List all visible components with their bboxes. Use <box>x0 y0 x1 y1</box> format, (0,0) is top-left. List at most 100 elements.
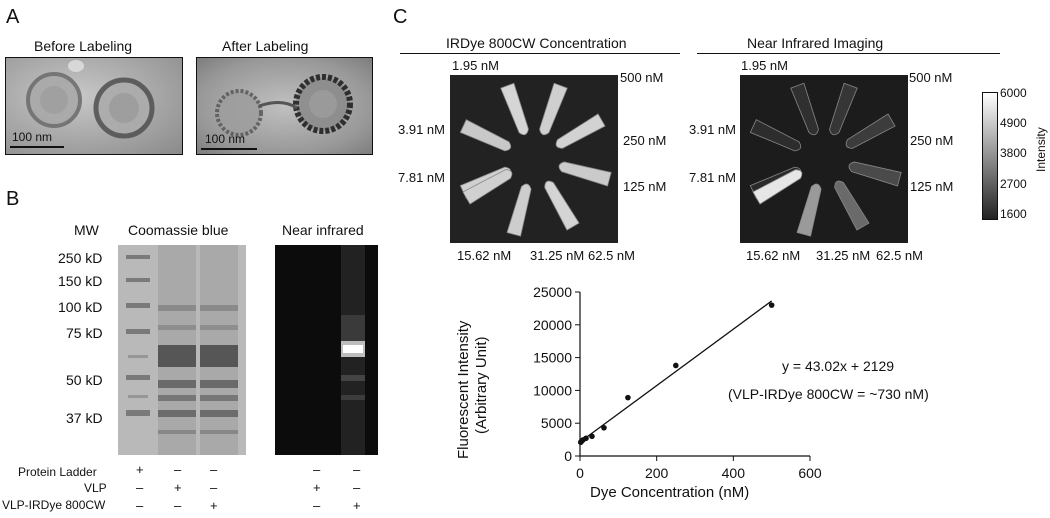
data-point <box>589 433 595 440</box>
tube-6 <box>848 161 902 187</box>
y-tick-label: 20000 <box>533 317 572 333</box>
colorbar-tick-1600: 1600 <box>1000 207 1027 221</box>
chart-annotation-equation: y = 43.02x + 2129 <box>782 358 895 374</box>
scale-label-before: 100 nm <box>12 130 53 144</box>
mw-header: MW <box>74 222 99 238</box>
scale-label-after: 100 nm <box>205 132 246 146</box>
colorbar-tick-4900: 4900 <box>1000 116 1027 130</box>
data-point <box>673 362 679 369</box>
conc-label-left-31-25: 31.25 nM <box>530 248 585 263</box>
tube-8 <box>506 183 532 237</box>
after-labeling-title: After Labeling <box>222 38 309 54</box>
tube-5 <box>845 113 896 149</box>
sign-ladder-lane1: + <box>136 462 144 477</box>
tube-7 <box>834 180 870 231</box>
title-rule-right <box>697 53 1000 54</box>
conc-label-left-250: 250 nM <box>623 133 667 148</box>
tube-4 <box>829 82 858 136</box>
conc-label-right-15-62: 15.62 nM <box>746 248 801 263</box>
panel-c-letter: C <box>393 6 408 28</box>
colorbar-label: Intensity <box>1034 127 1048 172</box>
y-tick-label: 5000 <box>541 415 572 431</box>
tube-9 <box>462 169 513 205</box>
tube-radial-nir <box>749 82 902 237</box>
title-rule-left <box>400 53 680 54</box>
y-tick-label: 10000 <box>533 382 572 398</box>
data-point <box>583 435 589 442</box>
sign-nir-irdye-lane2: + <box>353 498 361 513</box>
x-tick-label: 600 <box>798 465 822 481</box>
coomassie-title: Coomassie blue <box>128 222 229 238</box>
tube-5 <box>555 113 606 149</box>
conc-label-right-7-81: 7.81 nM <box>689 170 736 185</box>
near-infrared-title: Near infrared <box>282 222 364 238</box>
condition-label-vlp-irdye: VLP-IRDye 800CW <box>2 498 106 512</box>
conc-label-right-3-91: 3.91 nM <box>689 122 736 137</box>
tube-3 <box>500 82 529 136</box>
data-point <box>768 302 775 308</box>
sign-vlp-lane1: – <box>136 480 144 495</box>
conc-label-right-31-25: 31.25 nM <box>816 248 871 263</box>
conc-label-right-1-95: 1.95 nM <box>741 58 788 73</box>
colorbar-tick-3800: 3800 <box>1000 146 1027 160</box>
coomassie-gel-bands <box>126 245 238 455</box>
panel-a-letter: A <box>6 6 20 28</box>
sign-irdye-lane1: – <box>136 498 144 513</box>
tube-3 <box>790 82 819 136</box>
near-infrared-gel <box>275 245 378 455</box>
data-point <box>625 394 631 401</box>
sign-irdye-lane3: + <box>210 498 218 513</box>
tube-group-visible <box>459 82 612 237</box>
sign-nir-vlp-lane2: – <box>353 480 361 495</box>
mw-marker-150: 150 kD <box>58 273 103 289</box>
sign-nir-vlp-lane1: + <box>313 480 321 495</box>
mw-marker-37: 37 kD <box>66 410 103 426</box>
conc-label-right-125: 125 nM <box>910 179 954 194</box>
scale-bar-after <box>201 148 257 150</box>
conc-label-right-62-5: 62.5 nM <box>876 248 923 263</box>
near-infrared-gel-bands <box>341 245 365 455</box>
y-tick-label: 15000 <box>533 350 572 366</box>
conc-label-left-125: 125 nM <box>623 179 667 194</box>
tube-radial-visible <box>459 82 612 237</box>
sign-irdye-lane2: – <box>174 498 182 513</box>
tube-group-nir <box>749 82 902 237</box>
colorbar-tick-2700: 2700 <box>1000 177 1027 191</box>
scale-bar-before <box>10 146 64 148</box>
conc-label-right-500: 500 nM <box>909 70 953 85</box>
tube-4 <box>539 82 568 136</box>
sign-vlp-lane3: – <box>210 480 218 495</box>
tube-7 <box>544 180 580 231</box>
em-after-particles <box>215 74 353 137</box>
condition-label-vlp: VLP <box>84 481 107 495</box>
data-point <box>601 424 607 431</box>
mw-marker-250: 250 kD <box>58 250 103 266</box>
conc-label-left-1-95: 1.95 nM <box>452 58 499 73</box>
sign-vlp-lane2: + <box>174 480 182 495</box>
chart-ylabel-line2: (Arbitrary Unit) <box>473 336 490 434</box>
coomassie-gel <box>118 245 246 455</box>
x-tick-label: 200 <box>645 465 669 481</box>
sign-ladder-lane2: – <box>174 462 182 477</box>
chart-annotation-note: (VLP-IRDye 800CW = ~730 nM) <box>728 386 929 402</box>
tube-8 <box>796 183 822 237</box>
x-tick-label: 400 <box>722 465 746 481</box>
tube-2 <box>459 119 512 152</box>
near-infrared-imaging-title: Near Infrared Imaging <box>747 35 884 51</box>
sign-nir-irdye-lane1: – <box>313 498 321 513</box>
em-image-after: 100 nm <box>196 57 373 155</box>
before-labeling-title: Before Labeling <box>34 38 133 54</box>
chart-xlabel: Dye Concentration (nM) <box>590 484 750 501</box>
sign-ladder-lane3: – <box>210 462 218 477</box>
intensity-colorbar <box>982 92 998 220</box>
calibration-chart-svg: 0 5000 10000 15000 20000 25000 0 200 400 600 <box>533 284 822 481</box>
fit-line <box>579 300 773 443</box>
panel-b-letter: B <box>6 188 20 210</box>
tube-2 <box>749 119 802 152</box>
em-before-particles <box>26 60 155 139</box>
tube-9 <box>752 169 803 205</box>
sign-nir-ladder-lane2: – <box>353 462 361 477</box>
condition-label-protein-ladder: Protein Ladder <box>18 465 97 479</box>
tube-photo-visible <box>450 75 618 243</box>
mw-marker-50: 50 kD <box>66 372 103 388</box>
